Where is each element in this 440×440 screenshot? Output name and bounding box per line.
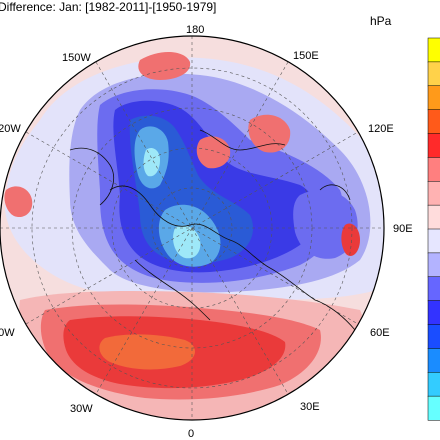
- colorbar-swatch: [427, 61, 440, 87]
- colorbar-swatch: [427, 372, 440, 397]
- lon-label-right: 90E: [393, 223, 413, 235]
- map-rim: [0, 35, 385, 421]
- colorbar-swatch: [427, 109, 440, 135]
- positive-anomaly-sw: [17, 376, 51, 410]
- negative-anomaly-core-2: [173, 225, 201, 259]
- lon-label-right-upper: 120E: [368, 123, 394, 135]
- colorbar-swatch: [427, 85, 440, 111]
- colorbar-swatch: [427, 204, 440, 230]
- colorbar-swatch: [427, 157, 440, 182]
- lon-label-lower-right: 30E: [300, 401, 320, 413]
- colorbar-swatch: [427, 181, 440, 206]
- colorbar-swatch: [427, 324, 440, 349]
- colorbar-swatch: [427, 37, 440, 63]
- map-title: Difference: Jan: [1982-2011]-[1950-1979]: [0, 0, 217, 14]
- lon-label-upper-left: 150W: [62, 52, 91, 64]
- graticule: [0, 36, 384, 420]
- lon-label-lower-left: 30W: [70, 403, 93, 415]
- colorbar-swatch: [427, 348, 440, 373]
- positive-anomaly-ne-2: [196, 136, 231, 169]
- units-label: hPa: [370, 14, 392, 28]
- lon-label-bottom: 0: [188, 428, 195, 440]
- negative-anomaly-east: [293, 190, 358, 259]
- positive-anomaly-north: [138, 51, 191, 80]
- positive-anomaly-east: [341, 223, 360, 257]
- negative-anomaly-core-1: [143, 148, 160, 177]
- lon-label-left-lower: 60W: [0, 327, 15, 339]
- positive-anomaly-west: [4, 186, 33, 218]
- lon-label-upper-right: 150E: [293, 50, 319, 62]
- colorbar-swatch: [427, 252, 440, 278]
- colorbar: [427, 37, 440, 421]
- lon-label-top: 180: [186, 24, 205, 36]
- map-fields: [0, 36, 384, 420]
- coastlines: [69, 129, 356, 331]
- colorbar-swatch: [427, 395, 440, 421]
- colorbar-swatch: [427, 228, 440, 254]
- lon-label-right-lower: 60E: [370, 327, 390, 339]
- positive-anomaly-ne: [248, 114, 291, 153]
- colorbar-swatch: [427, 300, 440, 326]
- colorbar-swatch: [427, 276, 440, 302]
- positive-anomaly-core: [99, 334, 196, 370]
- lon-label-left-upper: 120W: [0, 123, 21, 135]
- colorbar-swatch: [427, 133, 440, 158]
